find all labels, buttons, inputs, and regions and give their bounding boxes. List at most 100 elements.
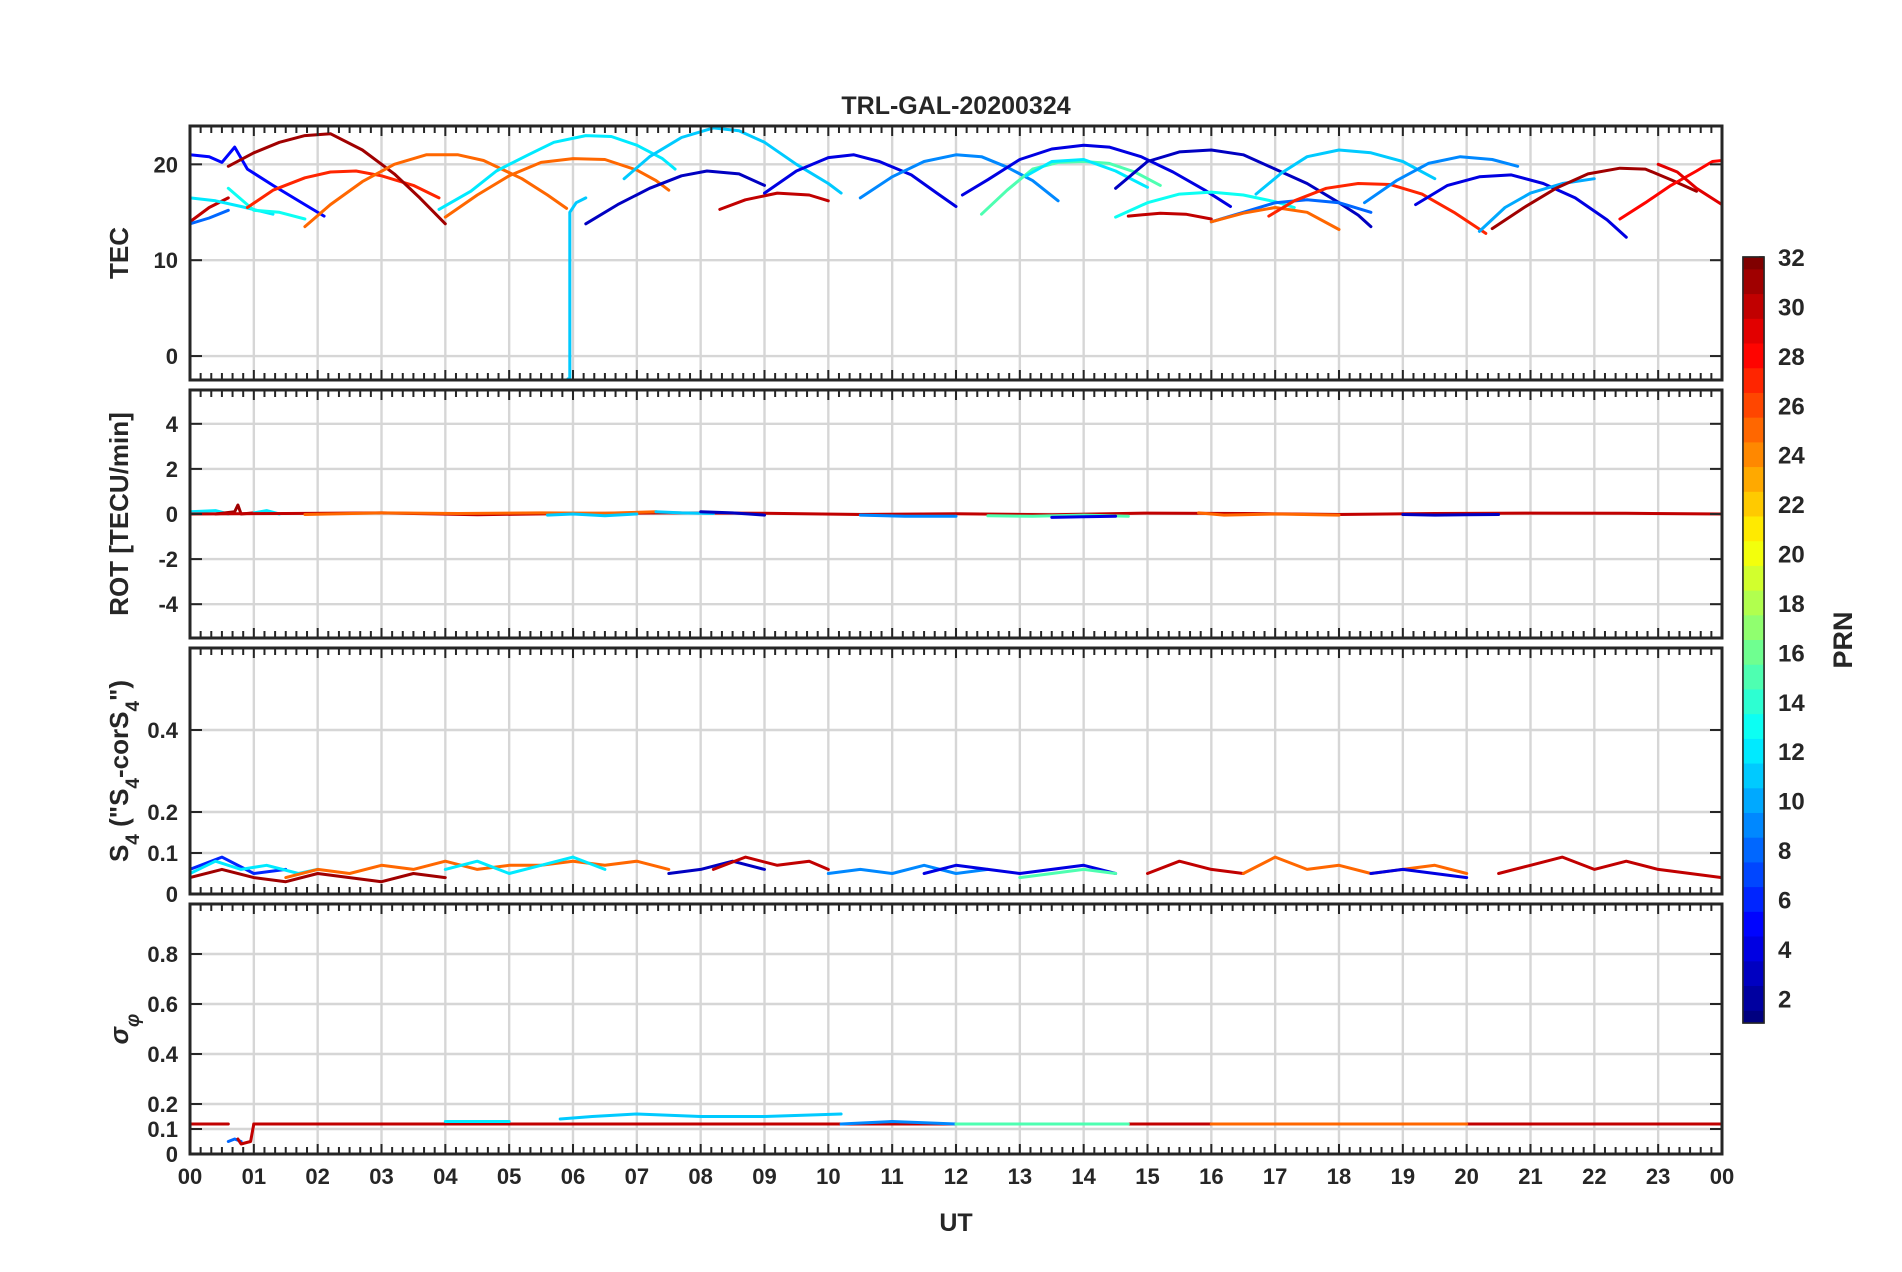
y-tick-label: 0 (166, 882, 178, 907)
panel-frame (188, 388, 1724, 640)
series-prn-9 (858, 153, 1060, 203)
y-tick-label: 0.8 (147, 942, 178, 967)
y-tick-label: 0.4 (147, 1042, 178, 1067)
colorbar-band (1743, 862, 1764, 888)
y-tick-label: 4 (166, 412, 179, 437)
colorbar-band (1743, 689, 1764, 715)
colorbar-band (1743, 368, 1764, 393)
x-tick-label: 14 (1071, 1164, 1096, 1189)
colorbar-band (1743, 467, 1764, 492)
series-prn-9 (1363, 155, 1520, 205)
series-prn-11 (558, 1112, 843, 1121)
y-tick-label: -4 (158, 592, 178, 617)
series-prn-25 (303, 153, 569, 229)
series-prn-12 (437, 134, 677, 211)
series-prn-9 (826, 863, 990, 875)
series-prn-29 (1656, 162, 1722, 207)
colorbar-tick-label: 32 (1778, 245, 1805, 272)
colorbar-band (1743, 257, 1764, 270)
series-prn-3 (699, 510, 766, 517)
x-tick-label: 06 (561, 1164, 585, 1189)
series-prn-3 (1401, 513, 1501, 517)
colorbar-band (1743, 788, 1764, 813)
y-tick-label: 0 (166, 1142, 178, 1167)
series-prn-12 (443, 855, 607, 875)
series-prn-31 (1490, 166, 1698, 231)
x-tick-label: 18 (1327, 1164, 1351, 1189)
series-prn-30 (1497, 855, 1722, 880)
y-tick-label: 2 (166, 457, 178, 482)
colorbar-band (1743, 269, 1764, 295)
x-tick-label: 07 (625, 1164, 649, 1189)
panel-frame (188, 124, 1724, 382)
y-tick-label: 0.2 (147, 800, 178, 825)
x-tick-label: 16 (1199, 1164, 1223, 1189)
series-prn-3 (1114, 148, 1373, 229)
series-prn-27 (1267, 182, 1488, 235)
series-prn-15 (980, 160, 1162, 216)
x-tick-label: 05 (497, 1164, 521, 1189)
colorbar-tick-label: 24 (1778, 443, 1805, 470)
x-tick-label: 08 (688, 1164, 712, 1189)
series-prn-12 (1024, 158, 1149, 189)
colorbar-frame (1742, 256, 1765, 1024)
series-prn-9 (839, 1120, 958, 1126)
series-prn-4 (1369, 867, 1469, 880)
panel-sigma_phi: 00.10.2 0.4 0.6 0.8 σφ (104, 902, 1724, 1167)
x-tick-label: 19 (1391, 1164, 1415, 1189)
chart-title: TRL-GAL-20200324 (841, 92, 1070, 120)
colorbar-tick-label: 14 (1778, 690, 1805, 717)
colorbar-tick-label: 16 (1778, 640, 1805, 667)
x-tick-label: 09 (752, 1164, 776, 1189)
y-tick-label: 0.1 (147, 841, 178, 866)
y-tick-label: 0.1 (147, 1117, 178, 1142)
y-tick-label: 20 (154, 152, 178, 177)
series-prn-3 (667, 859, 766, 875)
colorbar-band (1743, 541, 1764, 566)
colorbar-band (1743, 392, 1764, 418)
series-prn-4 (922, 863, 1118, 875)
y-axis-label-part: S (104, 845, 134, 862)
colorbar-band (1743, 1010, 1764, 1023)
colorbar-tick-label: 4 (1778, 937, 1792, 964)
x-tick-label: 00 (178, 1164, 202, 1189)
colorbar-band (1743, 664, 1764, 690)
series-prn-25 (1197, 511, 1341, 517)
series-prn-11 (654, 510, 715, 515)
colorbar-band (1743, 615, 1764, 640)
colorbar-tick-label: 26 (1778, 393, 1805, 420)
series-group (190, 503, 1722, 519)
y-tick-label: 10 (154, 248, 178, 273)
y-axis-label-subscript: φ (123, 1014, 144, 1027)
colorbar-band (1743, 911, 1764, 937)
colorbar-band (1743, 985, 1764, 1011)
y-axis-label-subscript: 4 (123, 834, 144, 845)
series-prn-25 (443, 157, 671, 219)
colorbar-band (1743, 961, 1764, 986)
y-tick-label: -2 (158, 547, 178, 572)
series-prn-10 (1477, 177, 1596, 233)
panel-s4: 00.10.20.4S4 ("S4-corS4") (104, 646, 1724, 907)
series-prn-9 (858, 513, 958, 518)
series-prn-8 (190, 208, 230, 226)
colorbar-tick-label: 30 (1778, 294, 1805, 321)
x-tick-label: 01 (242, 1164, 266, 1189)
x-axis-label: UT (939, 1209, 972, 1237)
series-prn-11 (546, 512, 639, 518)
colorbar-band (1743, 714, 1764, 739)
y-axis-label: ROT [TECU/min] (104, 412, 134, 616)
colorbar-tick-label: 12 (1778, 739, 1805, 766)
y-axis-label-part: σ (104, 1025, 134, 1044)
series-prn-30 (711, 855, 830, 871)
y-axis-label-part: ") (104, 680, 134, 701)
y-tick-label: 0.2 (147, 1092, 178, 1117)
x-tick-label: 17 (1263, 1164, 1287, 1189)
colorbar-tick-label: 6 (1778, 887, 1791, 914)
y-axis-label-part: ("S (104, 789, 134, 835)
x-tick-label: 23 (1646, 1164, 1670, 1189)
y-axis-label: TEC (104, 227, 134, 279)
colorbar-tick-label: 18 (1778, 591, 1805, 618)
